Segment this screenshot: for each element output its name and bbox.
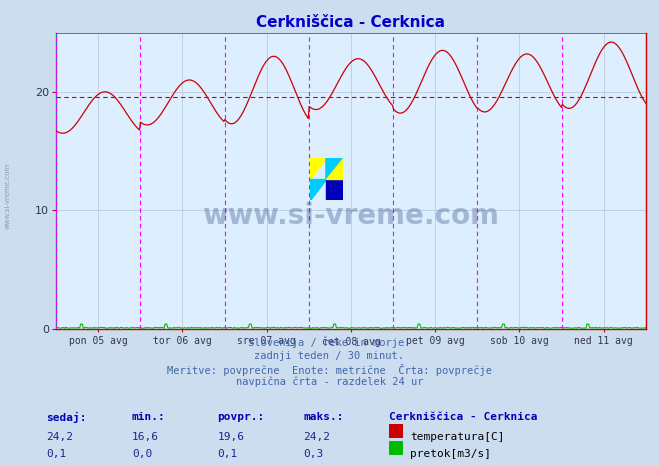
Text: www.si-vreme.com: www.si-vreme.com [5,163,11,229]
Text: 24,2: 24,2 [303,432,330,442]
Text: povpr.:: povpr.: [217,412,265,422]
Text: 0,3: 0,3 [303,449,324,459]
Polygon shape [310,158,326,179]
Polygon shape [326,158,343,200]
Title: Cerkniščica - Cerknica: Cerkniščica - Cerknica [256,15,445,30]
Text: Meritve: povprečne  Enote: metrične  Črta: povprečje: Meritve: povprečne Enote: metrične Črta:… [167,364,492,376]
Polygon shape [310,179,326,200]
Text: 0,1: 0,1 [46,449,67,459]
Text: navpična črta - razdelek 24 ur: navpična črta - razdelek 24 ur [236,377,423,388]
Text: 19,6: 19,6 [217,432,244,442]
Text: zadnji teden / 30 minut.: zadnji teden / 30 minut. [254,351,405,361]
Polygon shape [326,158,343,179]
Text: 0,0: 0,0 [132,449,152,459]
Text: 0,1: 0,1 [217,449,238,459]
Text: 24,2: 24,2 [46,432,73,442]
Text: sedaj:: sedaj: [46,412,86,424]
Text: 16,6: 16,6 [132,432,159,442]
Text: www.si-vreme.com: www.si-vreme.com [202,202,500,230]
Text: min.:: min.: [132,412,165,422]
Polygon shape [326,158,343,179]
Text: maks.:: maks.: [303,412,343,422]
Text: Cerkniščica - Cerknica: Cerkniščica - Cerknica [389,412,537,422]
Text: Slovenija / reke in morje.: Slovenija / reke in morje. [248,338,411,348]
Text: temperatura[C]: temperatura[C] [410,432,504,442]
Text: pretok[m3/s]: pretok[m3/s] [410,449,491,459]
